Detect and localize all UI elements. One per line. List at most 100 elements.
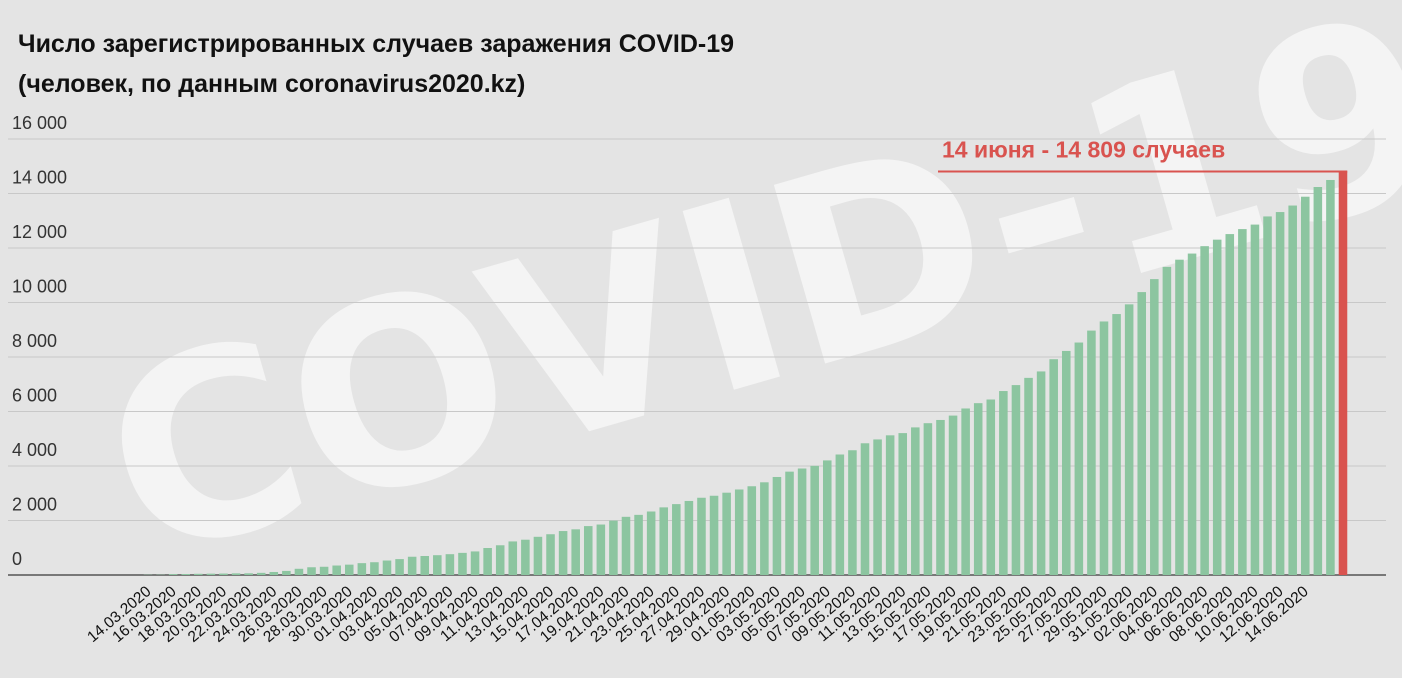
bar: [344, 564, 354, 575]
y-tick-label: 4 000: [12, 440, 57, 460]
bar: [294, 568, 304, 575]
chart-title-block: Число зарегистрированных случаев заражен…: [18, 24, 734, 104]
bar: [911, 427, 920, 575]
bar: [445, 554, 455, 575]
y-tick-label: 2 000: [12, 495, 57, 515]
bar: [206, 573, 216, 575]
bar: [521, 539, 530, 575]
bar: [382, 560, 392, 575]
bar: [646, 511, 656, 575]
bar: [1024, 377, 1033, 575]
bar: [357, 563, 367, 575]
bar: [810, 465, 819, 575]
y-tick-label: 0: [12, 549, 22, 569]
bar: [722, 492, 731, 575]
bar: [1200, 246, 1209, 576]
annotation: 14 июня - 14 809 случаев: [938, 136, 1348, 173]
bar: [885, 435, 895, 575]
bar: [1175, 259, 1184, 575]
bar: [1150, 279, 1159, 575]
chart-title: Число зарегистрированных случаев заражен…: [18, 30, 735, 58]
bar: [420, 556, 430, 575]
bar: [1162, 266, 1172, 575]
bar: [533, 536, 543, 575]
bar: [785, 471, 794, 575]
bar: [898, 433, 908, 575]
bar: [659, 507, 669, 575]
bar: [231, 573, 241, 575]
bar: [458, 552, 467, 575]
bar: [797, 468, 807, 575]
bar: [168, 574, 178, 575]
y-tick-label: 12 000: [12, 222, 67, 242]
bar: [1124, 304, 1134, 575]
bar: [370, 562, 379, 575]
bar: [923, 423, 933, 575]
bar: [319, 566, 329, 575]
bar: [571, 529, 580, 575]
bar: [1288, 205, 1297, 576]
bar: [1049, 359, 1058, 575]
bar: [822, 460, 832, 575]
bar: [282, 570, 291, 575]
bar: [973, 403, 983, 575]
bar: [1074, 342, 1084, 575]
bar: [495, 545, 505, 575]
bar: [1326, 179, 1335, 576]
bar: [734, 489, 744, 575]
bar: [961, 408, 970, 575]
bar: [194, 573, 203, 575]
bar: [697, 497, 706, 575]
bar: [558, 531, 568, 575]
bar: [332, 565, 341, 575]
bar: [1275, 212, 1285, 575]
bar: [546, 534, 555, 575]
bar: [244, 573, 253, 575]
bar: [672, 504, 681, 575]
bar: [596, 524, 606, 575]
bar: [760, 482, 769, 575]
bar: [986, 399, 996, 575]
bar: [709, 495, 719, 575]
bar: [407, 556, 417, 575]
bar: [621, 516, 631, 575]
bar: [1036, 371, 1046, 575]
bars: [143, 171, 1348, 576]
bar: [1099, 321, 1109, 575]
bar: [1087, 330, 1096, 575]
bar: [772, 476, 782, 575]
bar: [1300, 196, 1310, 575]
y-tick-label: 6 000: [12, 386, 57, 406]
bar: [936, 419, 945, 575]
bar: [1137, 292, 1147, 575]
bar: [483, 548, 492, 575]
bar: [1112, 314, 1121, 575]
bar: [256, 572, 266, 575]
bar: [1212, 239, 1222, 575]
y-tick-label: 14 000: [12, 168, 67, 188]
y-tick-label: 8 000: [12, 331, 57, 351]
bar: [583, 526, 593, 575]
bar: [1011, 385, 1021, 575]
bar: [1263, 216, 1272, 575]
chart-subtitle: (человек, по данным coronavirus2020.kz): [18, 70, 526, 98]
bar: [1061, 350, 1071, 575]
bar: [395, 559, 404, 575]
y-tick-label: 10 000: [12, 277, 67, 297]
bar: [848, 450, 857, 575]
bar: [269, 571, 279, 575]
bar: [684, 500, 694, 575]
bar: [948, 415, 958, 575]
bar: [860, 443, 870, 575]
bar: [470, 551, 480, 575]
bar: [1225, 234, 1235, 575]
y-axis-ticks: 0 2 000 4 000 6 000 8 000 10 000 12 000 14 000 1…: [12, 113, 67, 569]
bar: [181, 574, 191, 575]
y-tick-label: 16 000: [12, 113, 67, 133]
bar: [307, 567, 316, 575]
annotation-label: 14 июня - 14 809 случаев: [942, 136, 1225, 162]
bar: [835, 454, 845, 575]
bar: [433, 555, 442, 575]
bar: [1250, 224, 1260, 575]
